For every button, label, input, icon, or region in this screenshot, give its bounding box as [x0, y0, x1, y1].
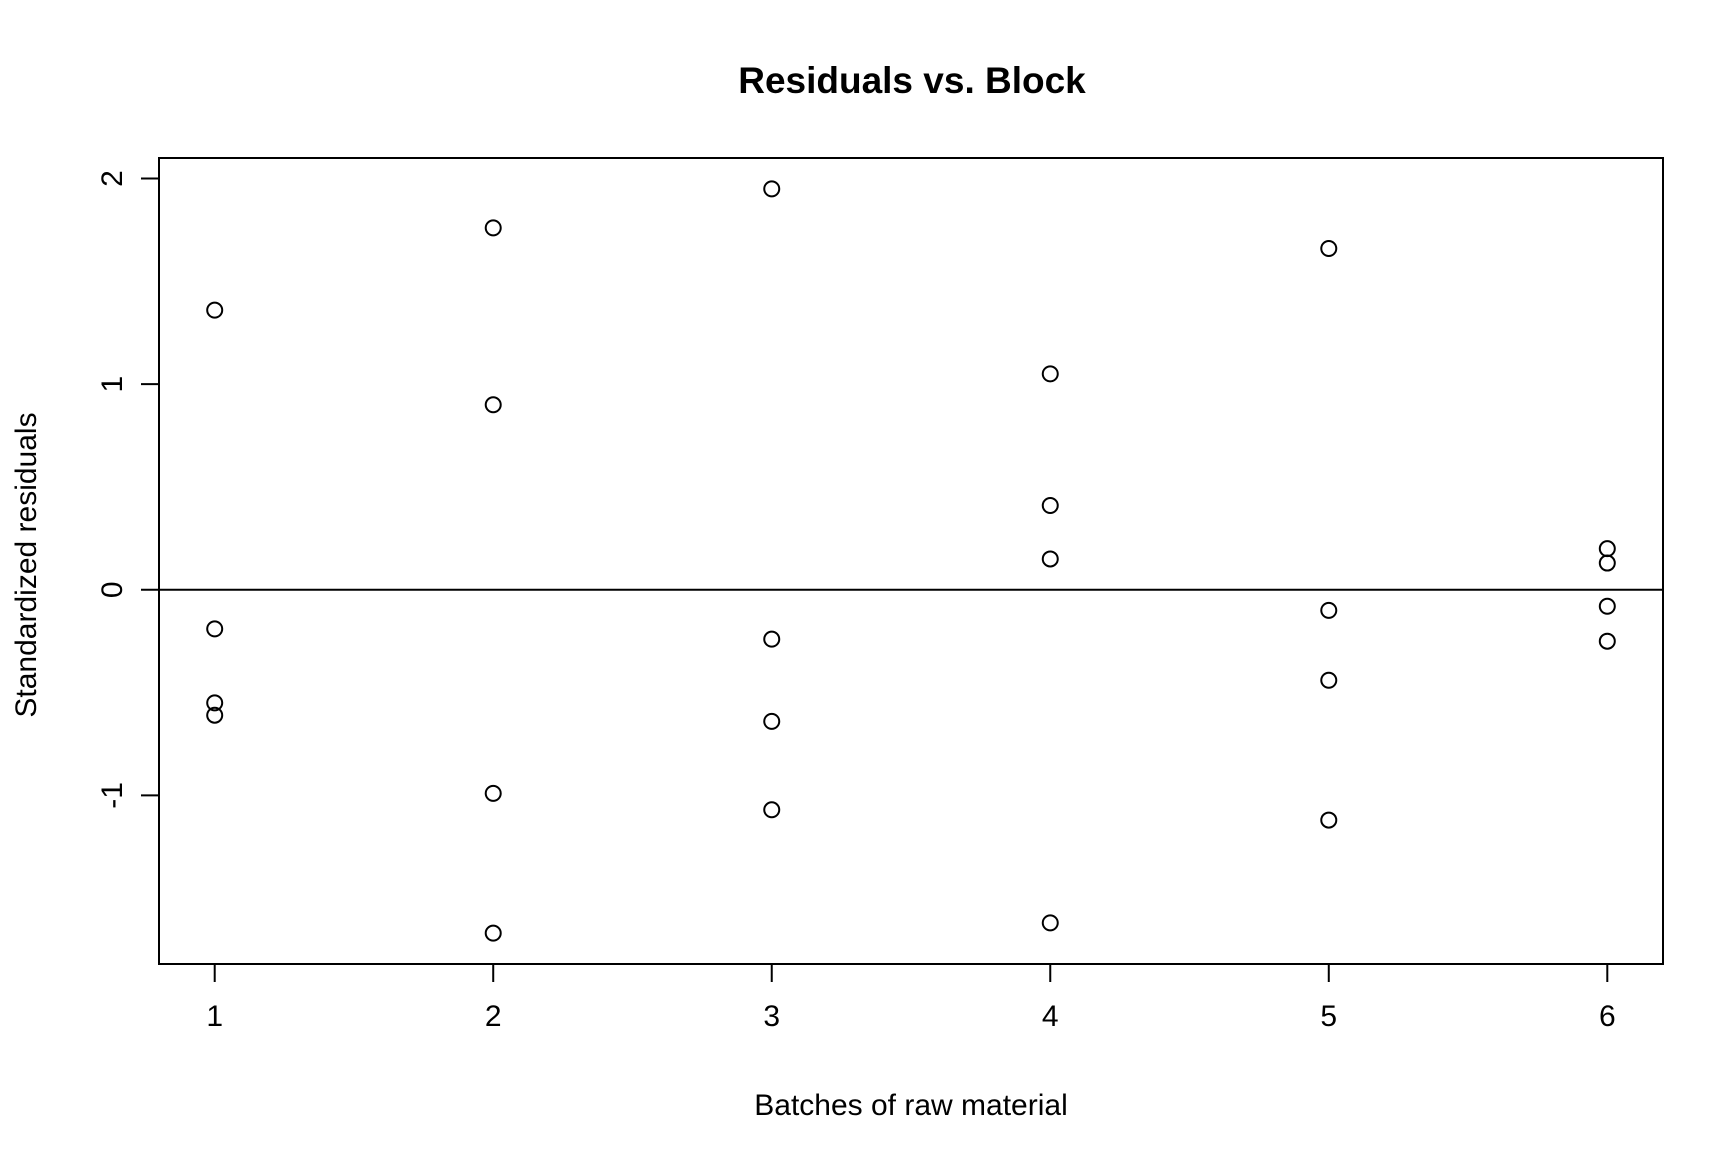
y-tick-label: 1: [96, 376, 129, 393]
data-point: [206, 620, 224, 638]
data-point: [1041, 365, 1059, 383]
data-point: [763, 180, 781, 198]
data-point: [763, 630, 781, 648]
y-tick-label: 0: [96, 581, 129, 598]
y-axis-label: Standardized residuals: [10, 412, 43, 717]
data-point: [763, 801, 781, 819]
y-axis: -1 0 1 2: [96, 170, 160, 809]
points-layer: [206, 180, 1616, 942]
data-point: [484, 219, 502, 237]
x-tick-label: 3: [763, 1000, 780, 1033]
x-axis-label: Batches of raw material: [754, 1089, 1067, 1122]
data-point: [206, 694, 224, 712]
data-point: [1041, 496, 1059, 514]
data-point: [1598, 632, 1616, 650]
x-tick-label: 1: [206, 1000, 223, 1033]
data-point: [1320, 239, 1338, 257]
y-tick-label: -1: [96, 782, 129, 809]
data-point: [1041, 914, 1059, 932]
data-point: [484, 924, 502, 942]
y-tick-label: 2: [96, 170, 129, 187]
data-point: [1598, 597, 1616, 615]
x-tick-label: 4: [1042, 1000, 1059, 1033]
x-tick-label: 6: [1599, 1000, 1616, 1033]
data-point: [206, 301, 224, 319]
data-point: [1041, 550, 1059, 568]
chart-title: Residuals vs. Block: [738, 60, 1086, 101]
data-point: [484, 396, 502, 414]
data-point: [1320, 671, 1338, 689]
data-point: [1320, 601, 1338, 619]
data-point: [1598, 554, 1616, 572]
data-point: [206, 706, 224, 724]
data-point: [484, 784, 502, 802]
data-point: [763, 712, 781, 730]
x-tick-label: 2: [485, 1000, 502, 1033]
x-tick-label: 5: [1320, 1000, 1337, 1033]
x-axis: 1 2 3 4 5 6: [206, 963, 1616, 1033]
data-point: [1320, 811, 1338, 829]
